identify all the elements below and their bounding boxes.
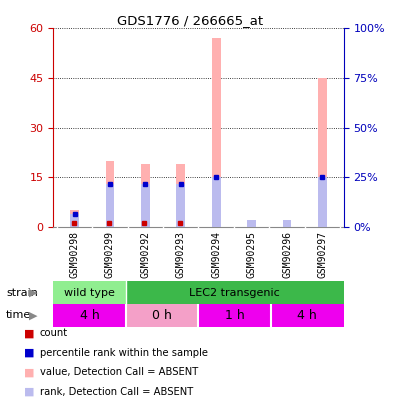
Bar [176, 164, 185, 227]
Text: GSM90297: GSM90297 [318, 231, 327, 278]
Text: value, Detection Call = ABSENT: value, Detection Call = ABSENT [40, 367, 198, 377]
Bar [70, 210, 79, 227]
Bar [141, 184, 150, 227]
Text: ■: ■ [24, 328, 34, 338]
Bar [212, 38, 221, 227]
Bar [126, 281, 344, 304]
Text: ▶: ▶ [29, 288, 38, 298]
Bar [212, 177, 221, 227]
Text: rank, Detection Call = ABSENT: rank, Detection Call = ABSENT [40, 387, 193, 396]
Text: GSM90299: GSM90299 [105, 231, 115, 278]
Text: wild type: wild type [64, 288, 115, 298]
Text: strain: strain [6, 288, 38, 298]
Text: 0 h: 0 h [152, 309, 172, 322]
Text: 4 h: 4 h [297, 309, 317, 322]
Bar [318, 177, 327, 227]
Text: GSM90298: GSM90298 [70, 231, 79, 278]
Text: 1 h: 1 h [225, 309, 245, 322]
Bar [318, 78, 327, 227]
Bar [126, 304, 199, 327]
Bar [282, 220, 292, 227]
Text: 4 h: 4 h [80, 309, 100, 322]
Text: GDS1776 / 266665_at: GDS1776 / 266665_at [117, 14, 263, 27]
Text: ■: ■ [24, 348, 34, 358]
Bar [247, 220, 256, 227]
Text: ■: ■ [24, 387, 34, 396]
Bar [53, 281, 126, 304]
Text: GSM90292: GSM90292 [140, 231, 150, 278]
Bar [282, 220, 292, 227]
Text: LEC2 transgenic: LEC2 transgenic [190, 288, 280, 298]
Bar [271, 304, 344, 327]
Bar [53, 304, 126, 327]
Bar [199, 304, 271, 327]
Text: GSM90295: GSM90295 [246, 231, 257, 278]
Text: percentile rank within the sample: percentile rank within the sample [40, 348, 207, 358]
Bar [70, 213, 79, 227]
Text: GSM90293: GSM90293 [176, 231, 186, 278]
Text: ▶: ▶ [29, 311, 38, 320]
Text: time: time [6, 311, 31, 320]
Text: GSM90296: GSM90296 [282, 231, 292, 278]
Bar [247, 220, 256, 227]
Bar [105, 184, 115, 227]
Bar [105, 161, 115, 227]
Text: ■: ■ [24, 367, 34, 377]
Bar [141, 164, 150, 227]
Bar [176, 184, 185, 227]
Text: count: count [40, 328, 68, 338]
Text: GSM90294: GSM90294 [211, 231, 221, 278]
